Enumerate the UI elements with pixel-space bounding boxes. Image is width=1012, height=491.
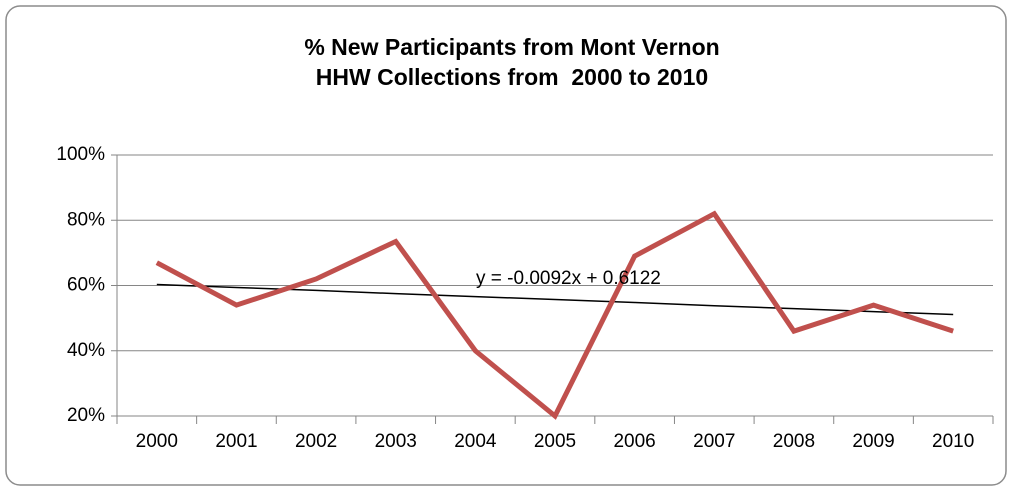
y-tick-label: 20% [67,405,105,426]
y-tick-label: 100% [56,144,105,165]
x-tick-label: 2007 [693,431,735,452]
x-tick-label: 2004 [454,431,497,452]
x-tick-label: 2010 [932,431,974,452]
y-tick-label: 80% [67,209,105,230]
trendline-equation: y = -0.0092x + 0.6122 [476,268,661,289]
y-tick-label: 40% [67,340,105,361]
chart-title: % New Participants from Mont Vernon [304,34,719,60]
y-tick-label: 60% [67,275,105,296]
chart-title: HHW Collections from 2000 to 2010 [316,64,708,90]
x-tick-label: 2005 [534,431,576,452]
x-tick-label: 2001 [215,431,257,452]
series-line [155,210,954,420]
x-tick-label: 2003 [375,431,417,452]
chart-frame [5,5,1007,486]
x-tick-label: 2009 [852,431,894,452]
x-tick-label: 2002 [295,431,337,452]
x-tick-label: 2006 [613,431,655,452]
x-tick-label: 2000 [136,431,178,452]
x-tick-label: 2008 [773,431,815,452]
